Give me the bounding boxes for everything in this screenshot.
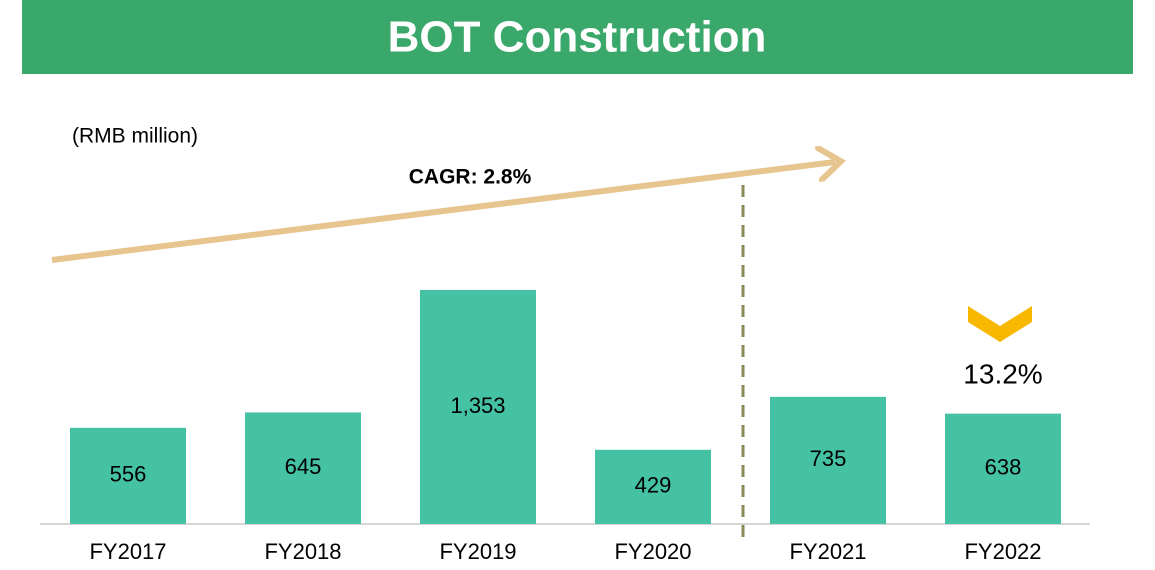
- decline-chevron: [968, 306, 1032, 342]
- x-tick-label: FY2019: [439, 539, 516, 564]
- value-label: 429: [635, 473, 672, 498]
- bar: [420, 289, 536, 524]
- change-label: 13.2%: [963, 358, 1042, 389]
- bar: [945, 413, 1061, 524]
- unit-label: (RMB million): [72, 125, 198, 148]
- bar: [770, 396, 886, 524]
- x-tick-label: FY2021: [789, 539, 866, 564]
- cagr-arrow: [51, 162, 835, 263]
- bar: [70, 427, 186, 524]
- x-tick-label: FY2018: [264, 539, 341, 564]
- chart-title: BOT Construction: [388, 13, 767, 62]
- value-label: 645: [285, 454, 322, 479]
- value-label: 1,353: [450, 393, 505, 418]
- value-label: 556: [110, 462, 147, 487]
- bar: [245, 412, 361, 524]
- x-tick-label: FY2020: [614, 539, 691, 564]
- value-label: 735: [810, 446, 847, 471]
- cagr-label: CAGR: 2.8%: [409, 166, 532, 189]
- x-tick-label: FY2022: [964, 539, 1041, 564]
- title-band: [22, 0, 1133, 74]
- value-label: 638: [985, 455, 1022, 480]
- x-tick-label: FY2017: [89, 539, 166, 564]
- bar: [595, 449, 711, 524]
